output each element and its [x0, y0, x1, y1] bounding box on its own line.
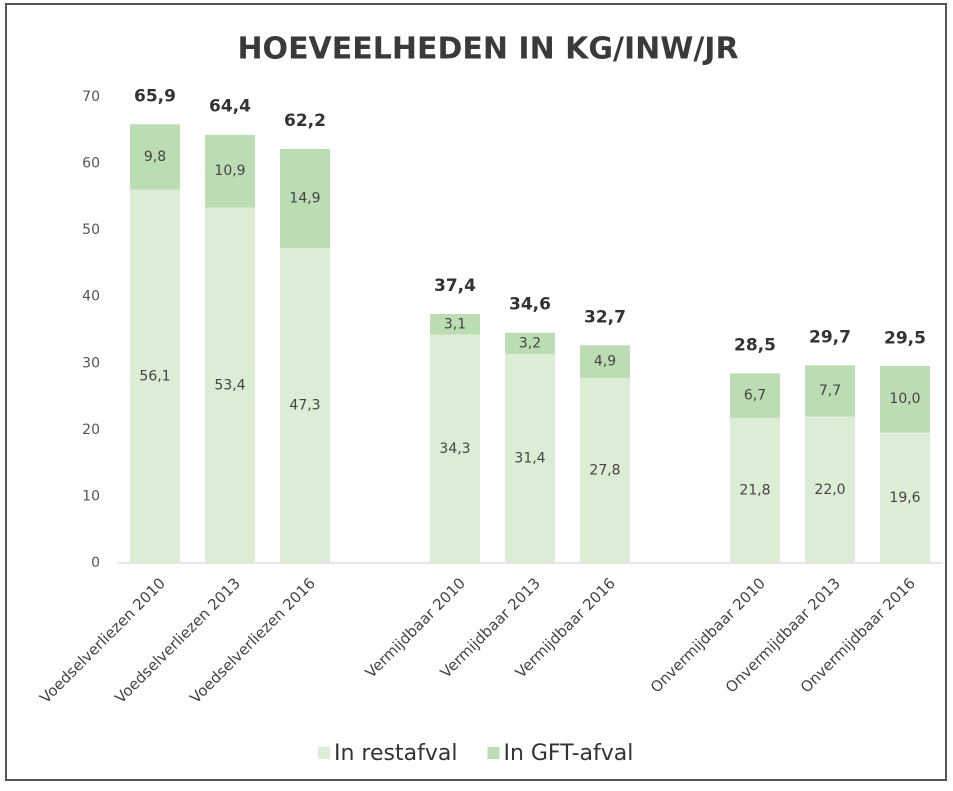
bar-segment [505, 332, 555, 354]
bar-segment [880, 432, 930, 563]
value-label: 21,8 [739, 482, 770, 498]
bar-segment [280, 248, 330, 564]
bar-segment [730, 373, 780, 418]
value-label: 22,0 [814, 482, 845, 498]
legend-label: In GFT-afval [503, 741, 633, 766]
y-tick-label: 60 [82, 156, 100, 172]
total-label: 29,7 [809, 327, 851, 347]
bar-segment [205, 207, 255, 563]
bar-segment [730, 417, 780, 563]
bar-segment [505, 353, 555, 563]
value-label: 56,1 [139, 368, 170, 384]
total-label: 65,9 [134, 86, 176, 106]
value-label: 3,2 [519, 335, 541, 351]
bar-segment [880, 365, 930, 433]
bar-segment [430, 334, 480, 563]
y-tick-label: 20 [82, 422, 100, 438]
value-label: 6,7 [744, 388, 766, 404]
value-label: 10,0 [889, 391, 920, 407]
legend-swatch [318, 747, 330, 759]
bar-segment [580, 345, 630, 378]
value-label: 4,9 [594, 354, 616, 370]
value-label: 34,3 [439, 441, 470, 457]
value-label: 9,8 [144, 149, 166, 165]
y-tick-label: 50 [82, 222, 100, 238]
total-label: 64,4 [209, 96, 251, 116]
chart-title: HOEVEELHEDEN IN KG/INW/JR [237, 32, 738, 67]
value-label: 10,9 [214, 163, 245, 179]
bar-segment [805, 365, 855, 417]
total-label: 28,5 [734, 335, 776, 355]
y-tick-label: 40 [82, 289, 100, 305]
legend-label: In restafval [334, 741, 457, 766]
y-tick-label: 10 [82, 488, 100, 504]
value-label: 14,9 [289, 191, 320, 207]
bar-segment [205, 134, 255, 208]
y-tick-label: 0 [91, 555, 100, 571]
bar-segment [280, 148, 330, 249]
value-label: 7,7 [819, 383, 841, 399]
value-label: 19,6 [889, 490, 920, 506]
bar-segment [130, 124, 180, 190]
bar-segment [580, 377, 630, 563]
value-label: 27,8 [589, 462, 620, 478]
bar-segment [430, 314, 480, 335]
value-label: 3,1 [444, 316, 466, 332]
total-label: 62,2 [284, 111, 326, 131]
total-label: 34,6 [509, 295, 551, 315]
bar-segment [805, 416, 855, 563]
y-tick-label: 30 [82, 355, 100, 371]
total-label: 32,7 [584, 307, 626, 327]
total-label: 29,5 [884, 329, 926, 349]
y-tick-label: 70 [82, 89, 100, 105]
total-label: 37,4 [434, 276, 476, 296]
value-label: 53,4 [214, 377, 245, 393]
bar-segment [130, 189, 180, 563]
value-label: 31,4 [514, 450, 545, 466]
value-label: 47,3 [289, 398, 320, 414]
legend-swatch [487, 747, 500, 759]
